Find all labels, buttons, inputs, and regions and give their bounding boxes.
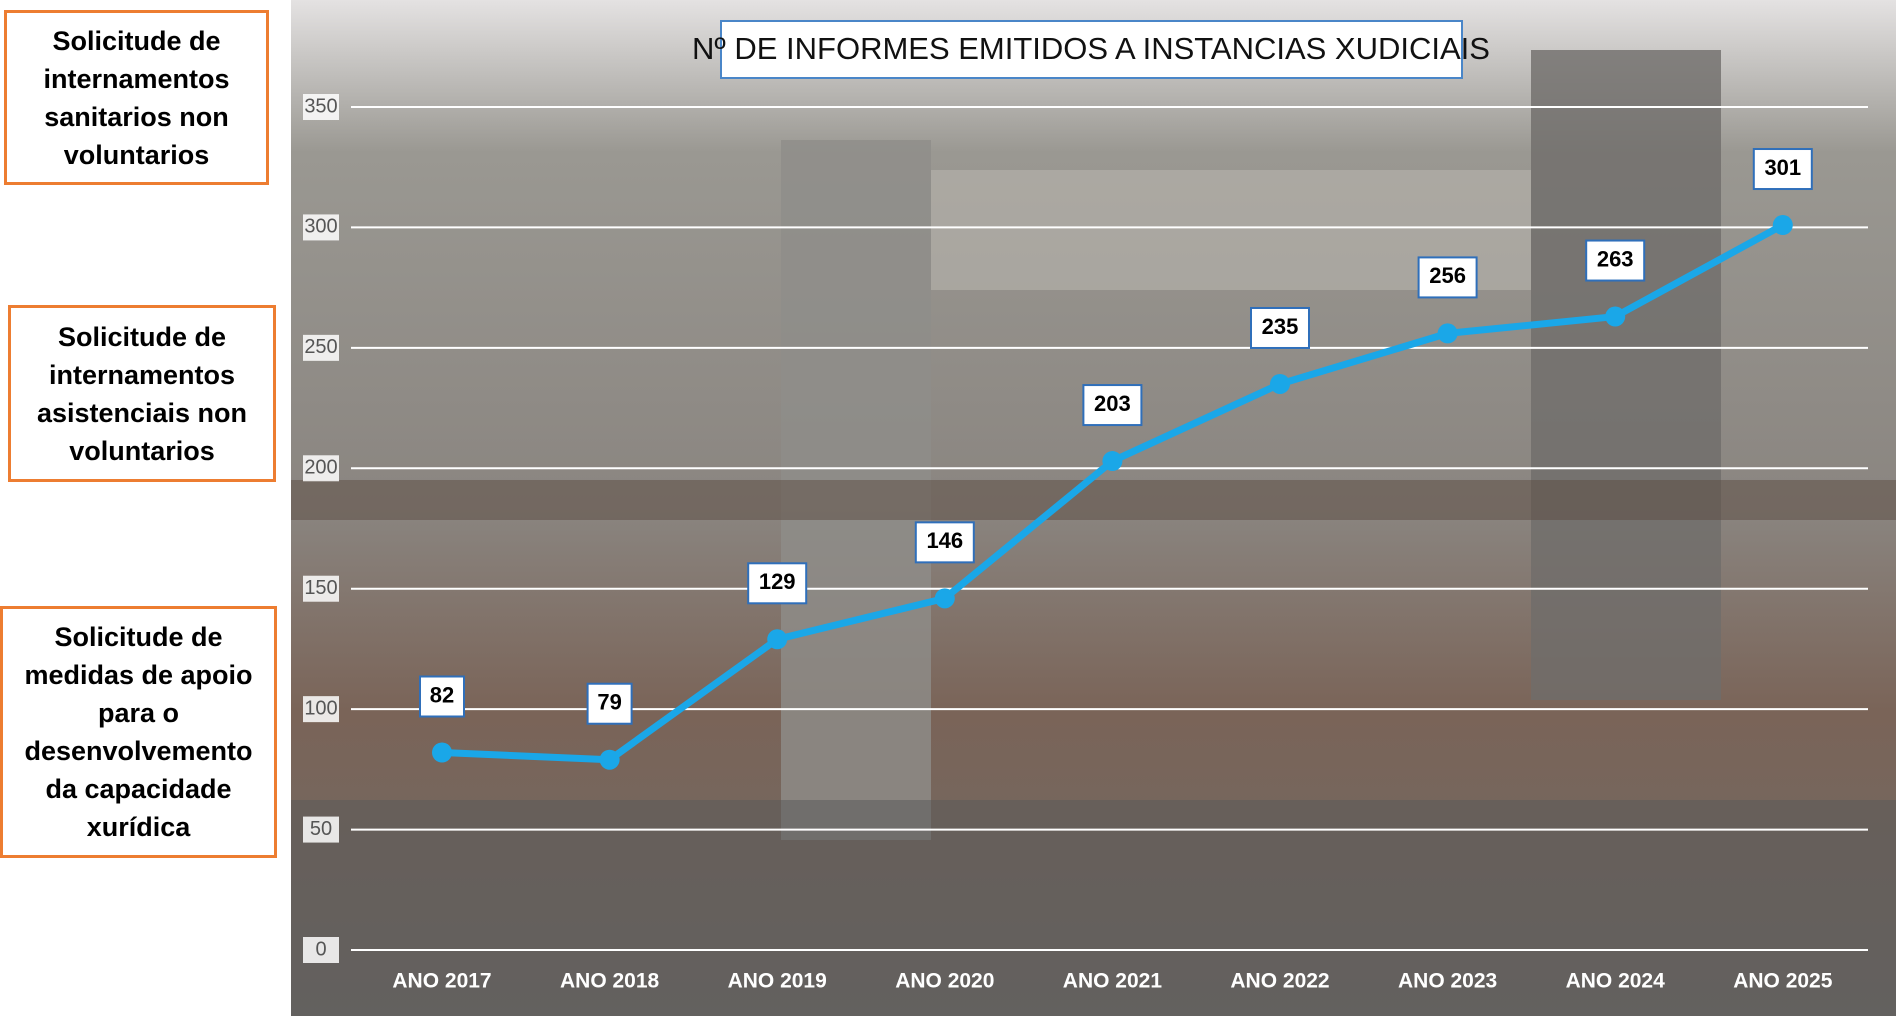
y-tick-label: 0	[315, 938, 326, 960]
data-label-box	[747, 562, 808, 605]
building	[291, 480, 1896, 520]
data-label: 256	[1429, 263, 1466, 288]
y-tick-label: 350	[304, 95, 337, 117]
side-note: Solicitude de internamentos sanitarios n…	[4, 10, 269, 185]
tick-label-box	[303, 214, 339, 241]
marker	[934, 588, 955, 609]
chart-title: Nº DE INFORMES EMITIDOS A INSTANCIAS XUD…	[692, 31, 1490, 66]
tick-label-box	[303, 455, 339, 482]
data-label: 129	[759, 569, 796, 594]
x-tick-label: ANO 2022	[1230, 970, 1329, 993]
x-tick-label: ANO 2025	[1733, 970, 1833, 993]
tick-label-box	[303, 94, 339, 120]
tick-label-box	[303, 575, 339, 602]
y-tick-label: 50	[310, 818, 332, 840]
data-label-box	[1250, 306, 1310, 349]
marker	[432, 742, 452, 763]
x-tick-label: ANO 2023	[1398, 970, 1497, 993]
data-label: 235	[1262, 314, 1299, 339]
x-tick-label: ANO 2019	[728, 970, 827, 993]
data-label: 301	[1764, 155, 1801, 180]
data-label-box	[1417, 256, 1478, 299]
y-tick-label: 300	[304, 216, 337, 238]
data-label-box	[1082, 384, 1143, 427]
marker	[1605, 306, 1626, 327]
marker	[767, 629, 788, 650]
y-tick-label: 250	[304, 336, 337, 358]
title-box	[720, 20, 1463, 79]
chart: Nº DE INFORMES EMITIDOS A INSTANCIAS XUD…	[291, 0, 1896, 1016]
x-tick-label: ANO 2021	[1063, 970, 1163, 993]
x-tick-label: ANO 2024	[1566, 970, 1666, 993]
data-label-box	[1585, 239, 1646, 282]
data-label: 82	[430, 682, 454, 707]
data-label-box	[419, 675, 465, 718]
side-note: Solicitude de medidas de apoio para o de…	[0, 606, 277, 858]
y-tick-label: 100	[304, 697, 337, 719]
marker	[599, 749, 620, 770]
x-tick-label: ANO 2020	[895, 970, 994, 993]
tick-label-box	[303, 696, 339, 723]
y-tick-label: 200	[304, 457, 337, 479]
ground	[291, 800, 1896, 1016]
data-label-box	[586, 682, 633, 725]
marker	[1772, 215, 1793, 236]
side-note: Solicitude de internamentos asistenciais…	[8, 305, 276, 482]
data-label-box	[1752, 148, 1813, 191]
marker	[1437, 323, 1458, 344]
data-label: 79	[597, 690, 621, 715]
marker	[1270, 373, 1290, 394]
y-tick-label: 150	[304, 577, 337, 599]
building	[1531, 50, 1721, 700]
data-label: 263	[1597, 246, 1634, 271]
tick-label-box	[303, 937, 339, 963]
data-label-box	[914, 521, 975, 564]
tick-label-box	[303, 334, 339, 361]
x-tick-label: ANO 2017	[392, 970, 491, 993]
marker	[1102, 451, 1123, 472]
data-label: 203	[1094, 391, 1131, 416]
tick-label-box	[303, 816, 339, 843]
data-label: 146	[926, 528, 963, 553]
x-tick-label: ANO 2018	[560, 970, 660, 993]
